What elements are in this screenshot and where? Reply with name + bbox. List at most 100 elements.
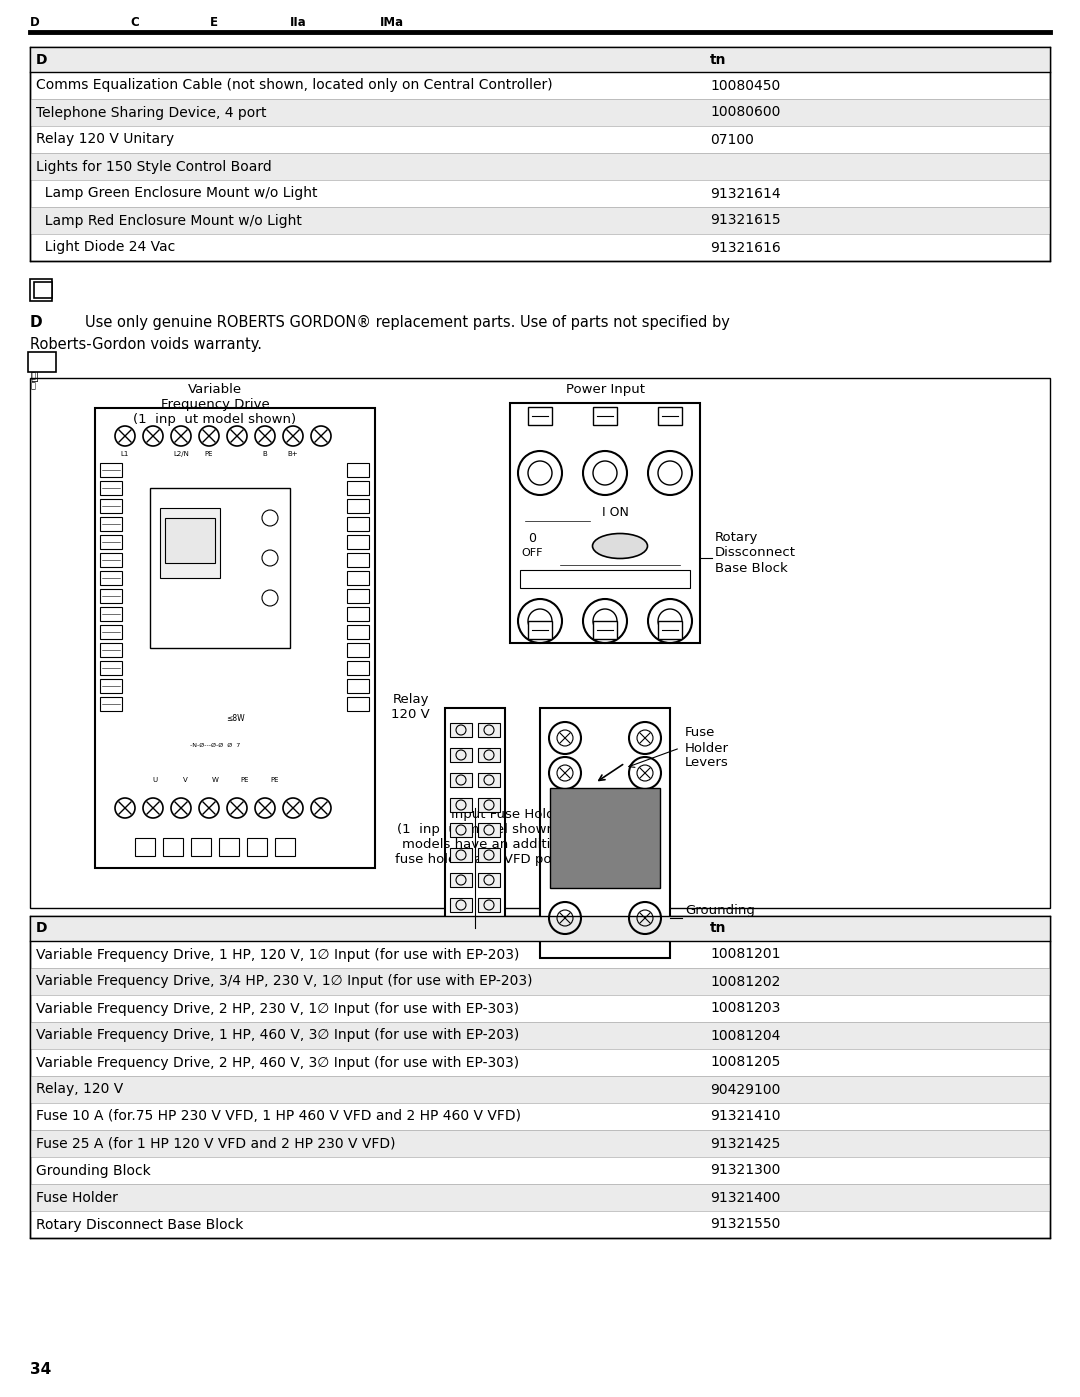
Text: 91321614: 91321614 [710,187,781,201]
Text: 07100: 07100 [710,133,754,147]
Text: Input Fuse Holder
(1  inp  ut model shown, 3  inp  ut
models have an additional : Input Fuse Holder (1 inp ut model shown,… [395,807,624,866]
Bar [100,643,122,657]
Text: 91321616: 91321616 [710,240,781,254]
Bar [30,154,1050,180]
Bar [347,517,369,531]
Text: Variable Frequency Drive, 2 HP, 230 V, 1∅ Input (for use with EP-303): Variable Frequency Drive, 2 HP, 230 V, 1… [36,1002,519,1016]
Bar [478,773,500,787]
Bar [275,838,295,856]
Bar [550,788,660,888]
Text: B: B [262,451,268,457]
Text: Grounding Block: Grounding Block [36,1164,151,1178]
Bar [347,679,369,693]
Bar [347,661,369,675]
Bar [478,898,500,912]
Bar [30,47,1050,261]
Bar [100,624,122,638]
Bar [347,697,369,711]
Text: D: D [30,314,42,330]
Bar [30,99,1050,126]
Bar [450,747,472,761]
Text: Rotary
Dissconnect
Base Block: Rotary Dissconnect Base Block [715,531,796,574]
Text: Light Diode 24 Vac: Light Diode 24 Vac [36,240,175,254]
Text: Variable Frequency Drive, 1 HP, 460 V, 3∅ Input (for use with EP-203): Variable Frequency Drive, 1 HP, 460 V, 3… [36,1028,519,1042]
Text: 10081205: 10081205 [710,1056,781,1070]
Text: 10080450: 10080450 [710,78,780,92]
Bar [347,624,369,638]
Text: tn: tn [710,922,727,936]
Text: Relay
120 V: Relay 120 V [391,693,430,721]
Bar [100,697,122,711]
Text: 注
的: 注 的 [31,372,36,390]
Text: Variable Frequency Drive, 2 HP, 460 V, 3∅ Input (for use with EP-303): Variable Frequency Drive, 2 HP, 460 V, 3… [36,1056,519,1070]
Bar [160,509,220,578]
Text: W: W [212,777,218,782]
Bar [165,518,215,563]
Bar [135,838,156,856]
Bar [347,499,369,513]
Text: 91321400: 91321400 [710,1190,781,1204]
Bar [593,407,617,425]
Text: 10081203: 10081203 [710,1002,781,1016]
Text: 10080600: 10080600 [710,106,781,120]
Bar [30,379,1050,908]
Bar [100,535,122,549]
Bar [478,873,500,887]
Text: V: V [183,777,187,782]
Text: 91321300: 91321300 [710,1164,781,1178]
Bar [528,622,552,638]
Bar [100,499,122,513]
Bar [100,553,122,567]
Text: Relay, 120 V: Relay, 120 V [36,1083,123,1097]
Text: 91321425: 91321425 [710,1137,781,1151]
Bar [450,798,472,812]
Text: D: D [36,922,48,936]
Bar [30,207,1050,235]
Bar [593,622,617,638]
Bar [450,724,472,738]
Text: U: U [152,777,158,782]
Text: Lamp Green Enclosure Mount w/o Light: Lamp Green Enclosure Mount w/o Light [36,187,318,201]
Bar [347,590,369,604]
Bar [150,488,291,648]
Text: B+: B+ [287,451,298,457]
Text: Lamp Red Enclosure Mount w/o Light: Lamp Red Enclosure Mount w/o Light [36,214,302,228]
Text: C: C [130,15,138,29]
Bar [540,708,670,958]
Bar [478,823,500,837]
Bar [450,848,472,862]
Text: 10081204: 10081204 [710,1028,781,1042]
Text: Variable Frequency Drive, 3/4 HP, 230 V, 1∅ Input (for use with EP-203): Variable Frequency Drive, 3/4 HP, 230 V,… [36,975,532,989]
Bar [30,279,52,300]
Text: Telephone Sharing Device, 4 port: Telephone Sharing Device, 4 port [36,106,267,120]
Bar [478,747,500,761]
Bar [528,407,552,425]
Text: E: E [210,15,218,29]
Bar [478,724,500,738]
Bar [163,838,183,856]
Bar [191,838,211,856]
Bar [450,873,472,887]
Bar [100,481,122,495]
Text: tn: tn [710,53,727,67]
Text: PE: PE [241,777,249,782]
Bar [219,838,239,856]
Text: 0: 0 [528,531,536,545]
Bar [347,535,369,549]
Bar [28,352,56,372]
Text: PE: PE [271,777,280,782]
Bar [100,679,122,693]
Bar [247,838,267,856]
Text: Use only genuine ROBERTS GORDON® replacement parts. Use of parts not specified b: Use only genuine ROBERTS GORDON® replace… [85,314,730,330]
Text: Grounding
Block: Grounding Block [685,904,755,932]
Text: 10081202: 10081202 [710,975,781,989]
Bar [30,968,1050,995]
Text: Relay 120 V Unitary: Relay 120 V Unitary [36,133,174,147]
Text: 34: 34 [30,1362,51,1377]
Bar [450,773,472,787]
Bar [30,1076,1050,1104]
Bar [347,462,369,476]
Text: 90429100: 90429100 [710,1083,781,1097]
Text: IIa: IIa [291,15,307,29]
Text: Power Input: Power Input [566,383,645,395]
